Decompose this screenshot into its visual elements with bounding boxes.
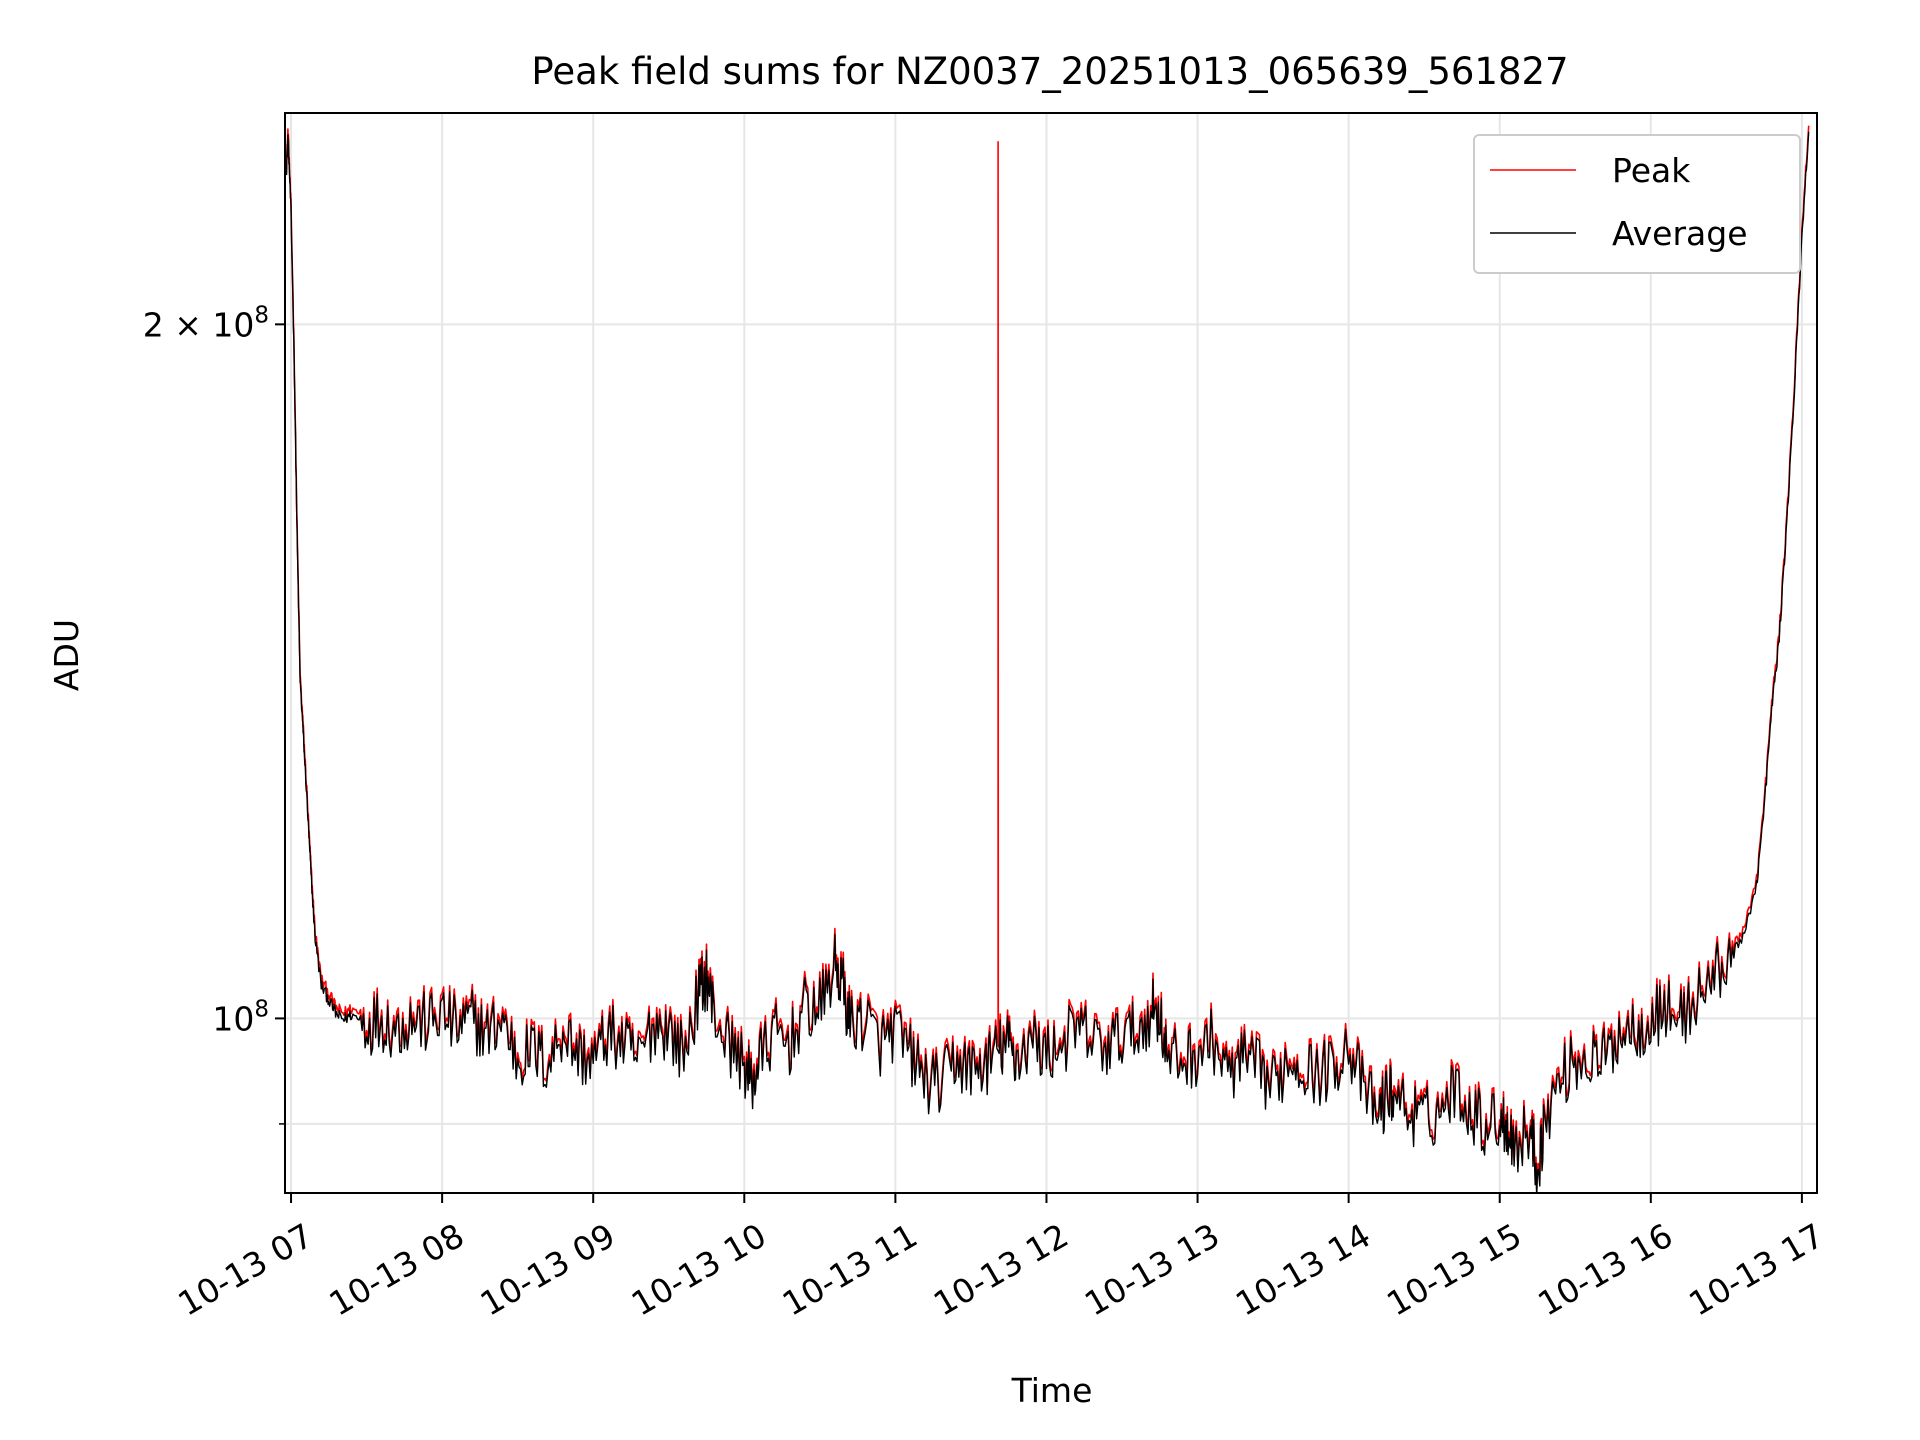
legend-label-peak: Peak [1612, 151, 1691, 190]
grid [285, 113, 1817, 1193]
chart-title: Peak field sums for NZ0037_20251013_0656… [531, 50, 1568, 93]
legend: Peak Average [1473, 134, 1801, 274]
y-tick-label: 108 [212, 996, 269, 1038]
legend-label-average: Average [1612, 214, 1748, 253]
plot-frame [284, 112, 1818, 1194]
series-layer [285, 125, 1810, 1193]
series-line-average [285, 131, 1810, 1193]
y-tick-label: 2 × 108 [143, 302, 269, 344]
y-axis-label: ADU [47, 619, 86, 691]
y-axis: 2 × 108 108 [143, 302, 285, 1125]
x-axis-label: Time [1011, 1371, 1093, 1410]
